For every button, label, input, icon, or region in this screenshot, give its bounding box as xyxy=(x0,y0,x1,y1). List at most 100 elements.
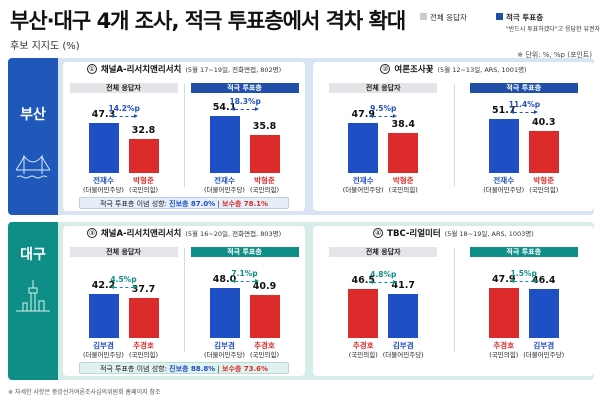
ideology-label: 적극 투표층 이념 성향: xyxy=(99,365,170,373)
bar xyxy=(209,116,240,173)
poll-number: ④ xyxy=(373,228,384,238)
gap-arrow-hr xyxy=(254,278,259,283)
candidate-name: 전재수 xyxy=(93,176,114,185)
poll-card-header: ③ 채널A-리서치앤리서치 (5월 16~20일, 전화면접, 803명) xyxy=(63,226,305,240)
pollster-name: 채널A-리서치앤리서치 xyxy=(100,229,182,239)
ideology-conservative: 보수층 78.1% xyxy=(222,200,269,208)
gap-label: 4.5%p xyxy=(110,274,137,284)
candidate-name: 박형준 xyxy=(392,176,414,185)
gap-arrow-hr xyxy=(533,109,538,114)
candidate-party: (더불어민주당) xyxy=(204,351,245,359)
poll-card-header: ① 채널A-리서치앤리서치 (5월 17~19일, 전화면접, 802명) xyxy=(63,62,305,76)
candidate-name: 김부겸 xyxy=(93,341,114,350)
region-label-daegu: 대구 xyxy=(20,247,46,263)
tower-icon xyxy=(16,280,50,312)
gap-arrow-hl xyxy=(230,107,235,112)
group-tag-all: 전체 응답자 xyxy=(329,83,438,93)
poll-meta: (5월 17~19일, 전화면접, 802명) xyxy=(185,66,282,74)
bar-value-label: 40.9 xyxy=(252,281,277,293)
candidate-name: 박형준 xyxy=(133,176,154,185)
gap-arrow-hl xyxy=(369,113,374,118)
gap-arrow-ln xyxy=(513,111,534,113)
bar-value-label: 41.7 xyxy=(391,280,415,292)
bar xyxy=(488,287,519,338)
group-divider xyxy=(184,84,185,187)
bar-value-label: 46.4 xyxy=(532,275,556,287)
gap-arrow xyxy=(109,114,138,119)
gap-arrow-ln xyxy=(513,280,534,282)
bar xyxy=(249,135,280,173)
region-daegu: 대구 xyxy=(8,222,58,380)
gap-arrow xyxy=(230,278,259,284)
gap-label: 18.3%p xyxy=(229,97,261,107)
gap-arrow xyxy=(230,107,259,112)
gap-arrow-hl xyxy=(509,109,514,114)
candidate-party: (국민의힘) xyxy=(489,351,519,359)
ideology-conservative: 보수층 73.6% xyxy=(222,365,269,373)
bar xyxy=(249,295,280,338)
candidate-party: (더불어민주당) xyxy=(83,351,124,359)
bar-value-label: 47.9 xyxy=(492,273,516,285)
group-tag-active: 적극 투표층 xyxy=(469,83,578,93)
candidate-party: (더불어민주당) xyxy=(483,186,525,194)
region-busan: 부산 xyxy=(8,58,58,215)
bridge-skyline-icon xyxy=(15,154,51,179)
candidate-party: (더불어민주당) xyxy=(382,351,424,359)
gap-arrow-hr xyxy=(133,284,138,289)
group-divider xyxy=(453,84,455,187)
gap-arrow-hr xyxy=(533,278,538,283)
poll-number: ① xyxy=(86,64,97,74)
bar-value-label: 48.0 xyxy=(212,273,237,285)
bar xyxy=(488,118,519,173)
poll-card-header: ② 여론조사꽃 (5월 12~13일, ARS, 1001명) xyxy=(313,62,594,76)
bar xyxy=(528,289,559,338)
region-label-busan: 부산 xyxy=(20,107,46,123)
candidate-party: (국민의힘) xyxy=(250,351,279,359)
group-tag-all: 전체 응답자 xyxy=(69,247,178,257)
candidate-name: 김부겸 xyxy=(392,341,414,350)
gap-arrow-ln xyxy=(373,282,394,284)
gap-arrow-hl xyxy=(109,114,114,119)
bar-value-label: 54.1 xyxy=(212,102,237,114)
gap-arrow-hr xyxy=(254,107,259,112)
gap-arrow-hr xyxy=(393,280,398,285)
group-tag-active: 적극 투표층 xyxy=(190,247,299,257)
candidate-party: (국민의힘) xyxy=(129,186,158,194)
bar xyxy=(128,138,159,173)
legend-item-active: 적극 투표층 "반드시 투표하겠다"고 응답한 유권자 xyxy=(496,12,600,33)
group-divider xyxy=(453,248,455,352)
bar-value-label: 46.5 xyxy=(351,275,375,287)
bar-value-label: 42.2 xyxy=(91,279,116,291)
candidate-party: (국민의힘) xyxy=(250,186,279,194)
bar-value-label: 37.7 xyxy=(131,284,156,296)
gap-arrow-hl xyxy=(109,284,114,289)
legend-label-active: 적극 투표층 xyxy=(506,13,544,22)
ideology-progressive: 진보층 87.0% xyxy=(169,200,216,208)
gap-arrow-ln xyxy=(113,116,134,118)
gap-arrow xyxy=(369,280,398,285)
candidate-name: 추경호 xyxy=(352,341,374,350)
candidate-name: 전재수 xyxy=(352,176,374,185)
bar xyxy=(209,287,240,338)
poll-card-header: ④ TBC-리얼미터 (5월 18~19일, ARS, 1003명) xyxy=(313,226,594,240)
bar-value-label: 32.8 xyxy=(131,124,156,136)
candidate-party: (더불어민주당) xyxy=(204,186,245,194)
gap-label: 14.2%p xyxy=(108,104,140,114)
bar-value-label: 38.4 xyxy=(391,118,415,130)
gap-arrow-ln xyxy=(234,280,255,282)
poll-number: ② xyxy=(380,64,391,74)
ideology-label: 적극 투표층 이념 성향: xyxy=(99,200,170,208)
ideology-progressive: 진보층 88.8% xyxy=(169,365,216,373)
legend-swatch-active xyxy=(496,13,503,20)
gap-arrow-ln xyxy=(234,109,255,111)
gap-arrow-hr xyxy=(133,114,138,119)
ideology-strip: 적극 투표층 이념 성향: 진보층 87.0% | 보수층 78.1% xyxy=(79,197,289,209)
legend-note-active: "반드시 투표하겠다"고 응답한 유권자 xyxy=(506,26,600,33)
gap-label: 9.5%p xyxy=(370,103,397,113)
bar-value-label: 35.8 xyxy=(252,121,277,133)
page-subtitle: 후보 지지도 (%) xyxy=(10,41,80,52)
ideology-separator: | xyxy=(215,200,223,208)
candidate-party: (국민의힘) xyxy=(129,351,158,359)
group-tag-all: 전체 응답자 xyxy=(69,83,178,93)
gap-label: 11.4%p xyxy=(508,99,541,109)
